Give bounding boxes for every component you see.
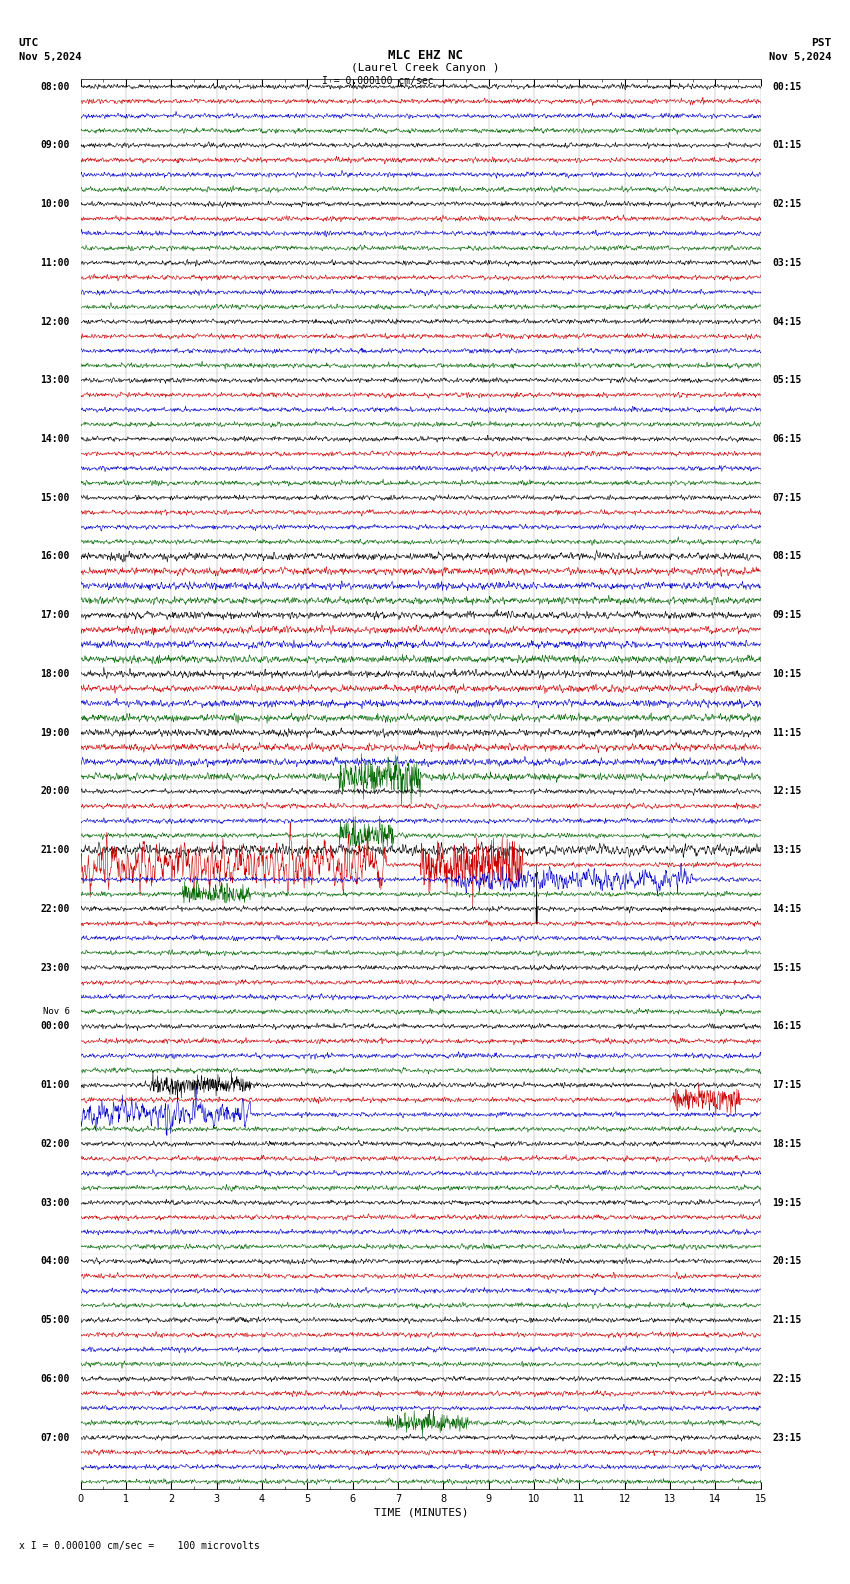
- Text: 21:15: 21:15: [772, 1315, 802, 1326]
- Text: MLC EHZ NC: MLC EHZ NC: [388, 49, 462, 62]
- Text: 07:00: 07:00: [40, 1432, 70, 1443]
- Text: 03:00: 03:00: [40, 1198, 70, 1207]
- Text: Nov 5,2024: Nov 5,2024: [19, 52, 82, 62]
- Text: 00:00: 00:00: [40, 1022, 70, 1031]
- Text: 09:00: 09:00: [40, 141, 70, 150]
- Text: 02:15: 02:15: [772, 200, 802, 209]
- Text: I = 0.000100 cm/sec: I = 0.000100 cm/sec: [322, 76, 434, 86]
- Text: 16:00: 16:00: [40, 551, 70, 561]
- Text: 12:00: 12:00: [40, 317, 70, 326]
- Text: 17:15: 17:15: [772, 1080, 802, 1090]
- Text: 05:00: 05:00: [40, 1315, 70, 1326]
- Text: 13:00: 13:00: [40, 375, 70, 385]
- Text: 10:15: 10:15: [772, 668, 802, 680]
- Text: 02:00: 02:00: [40, 1139, 70, 1148]
- Text: 17:00: 17:00: [40, 610, 70, 621]
- Text: 19:15: 19:15: [772, 1198, 802, 1207]
- Text: 04:15: 04:15: [772, 317, 802, 326]
- Text: 05:15: 05:15: [772, 375, 802, 385]
- Text: (Laurel Creek Canyon ): (Laurel Creek Canyon ): [351, 63, 499, 73]
- Text: 18:15: 18:15: [772, 1139, 802, 1148]
- Text: PST: PST: [811, 38, 831, 48]
- Text: 01:15: 01:15: [772, 141, 802, 150]
- Text: 08:15: 08:15: [772, 551, 802, 561]
- Text: 16:15: 16:15: [772, 1022, 802, 1031]
- Text: 06:15: 06:15: [772, 434, 802, 444]
- Text: 20:15: 20:15: [772, 1256, 802, 1266]
- Text: 14:00: 14:00: [40, 434, 70, 444]
- Text: 06:00: 06:00: [40, 1373, 70, 1384]
- Text: 00:15: 00:15: [772, 81, 802, 92]
- Text: 08:00: 08:00: [40, 81, 70, 92]
- Text: 07:15: 07:15: [772, 493, 802, 502]
- Text: UTC: UTC: [19, 38, 39, 48]
- Text: 23:00: 23:00: [40, 963, 70, 973]
- Text: 15:00: 15:00: [40, 493, 70, 502]
- Text: 03:15: 03:15: [772, 258, 802, 268]
- Text: 21:00: 21:00: [40, 846, 70, 855]
- Text: 10:00: 10:00: [40, 200, 70, 209]
- Text: Nov 5,2024: Nov 5,2024: [768, 52, 831, 62]
- Text: 11:00: 11:00: [40, 258, 70, 268]
- Text: 19:00: 19:00: [40, 727, 70, 738]
- Text: 22:00: 22:00: [40, 904, 70, 914]
- Text: 12:15: 12:15: [772, 786, 802, 797]
- Text: x I = 0.000100 cm/sec =    100 microvolts: x I = 0.000100 cm/sec = 100 microvolts: [19, 1541, 259, 1551]
- Text: 18:00: 18:00: [40, 668, 70, 680]
- Text: 11:15: 11:15: [772, 727, 802, 738]
- Text: 04:00: 04:00: [40, 1256, 70, 1266]
- Text: 09:15: 09:15: [772, 610, 802, 621]
- Text: 13:15: 13:15: [772, 846, 802, 855]
- Text: 20:00: 20:00: [40, 786, 70, 797]
- X-axis label: TIME (MINUTES): TIME (MINUTES): [373, 1508, 468, 1517]
- Text: 15:15: 15:15: [772, 963, 802, 973]
- Text: 14:15: 14:15: [772, 904, 802, 914]
- Text: 22:15: 22:15: [772, 1373, 802, 1384]
- Text: Nov 6: Nov 6: [42, 1007, 70, 1017]
- Text: 01:00: 01:00: [40, 1080, 70, 1090]
- Text: 23:15: 23:15: [772, 1432, 802, 1443]
